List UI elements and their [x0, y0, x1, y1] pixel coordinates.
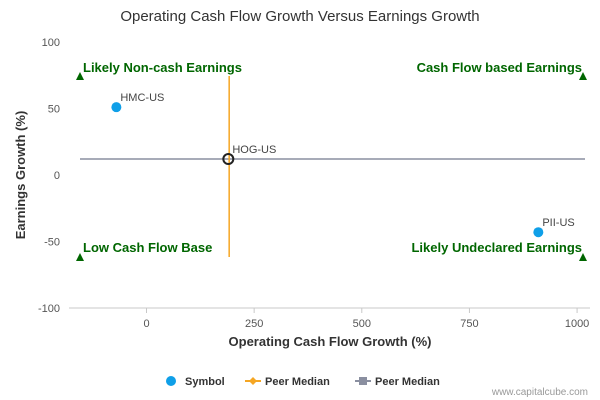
legend-label: Symbol: [185, 376, 225, 388]
plot-area: [69, 42, 590, 308]
quadrant-marker-bottom-left: [76, 253, 84, 261]
y-tick-label: 100: [42, 37, 60, 49]
legend-symbol-diamond: [249, 377, 257, 385]
data-point-label: HOG-US: [232, 144, 276, 156]
chart-title: Operating Cash Flow Growth Versus Earnin…: [120, 8, 479, 25]
x-tick-label: 750: [460, 318, 478, 330]
y-tick-label: -50: [44, 237, 60, 249]
x-tick-labels: 0 250 500 750 1000: [143, 308, 589, 330]
legend: Symbol Peer Median Peer Median: [166, 376, 440, 388]
quadrant-label-bottom-left: Low Cash Flow Base: [83, 240, 212, 255]
quadrant-label-top-left: Likely Non-cash Earnings: [83, 60, 242, 75]
x-axis-title: Operating Cash Flow Growth (%): [229, 334, 432, 349]
data-points: HMC-US PII-US HOG-US: [111, 92, 575, 238]
data-point-label: HMC-US: [120, 92, 164, 104]
credit-text: www.capitalcube.com: [491, 387, 588, 398]
data-point: [111, 102, 122, 113]
data-point-highlight: [222, 153, 235, 166]
quadrant-labels: Likely Non-cash Earnings Cash Flow based …: [76, 60, 587, 261]
y-axis-title: Earnings Growth (%): [13, 111, 28, 240]
y-tick-labels: 100 50 0 -50 -100: [38, 37, 60, 315]
legend-symbol-circle: [166, 376, 176, 386]
x-tick-label: 250: [245, 318, 263, 330]
data-point-label: PII-US: [542, 217, 574, 229]
quadrant-label-top-right: Cash Flow based Earnings: [417, 60, 582, 75]
quadrant-marker-top-right: [579, 72, 587, 80]
y-tick-label: 50: [48, 104, 60, 116]
quadrant-label-bottom-right: Likely Undeclared Earnings: [411, 240, 582, 255]
x-tick-label: 1000: [565, 318, 589, 330]
legend-symbol-square: [359, 377, 367, 385]
y-tick-label: 0: [54, 170, 60, 182]
x-tick-label: 500: [353, 318, 371, 330]
peer-median-lines: [80, 76, 585, 257]
y-tick-label: -100: [38, 303, 60, 315]
data-point: [533, 227, 544, 238]
legend-label: Peer Median: [265, 376, 330, 388]
quadrant-marker-bottom-right: [579, 253, 587, 261]
legend-label: Peer Median: [375, 376, 440, 388]
x-tick-label: 0: [143, 318, 149, 330]
quadrant-marker-top-left: [76, 72, 84, 80]
